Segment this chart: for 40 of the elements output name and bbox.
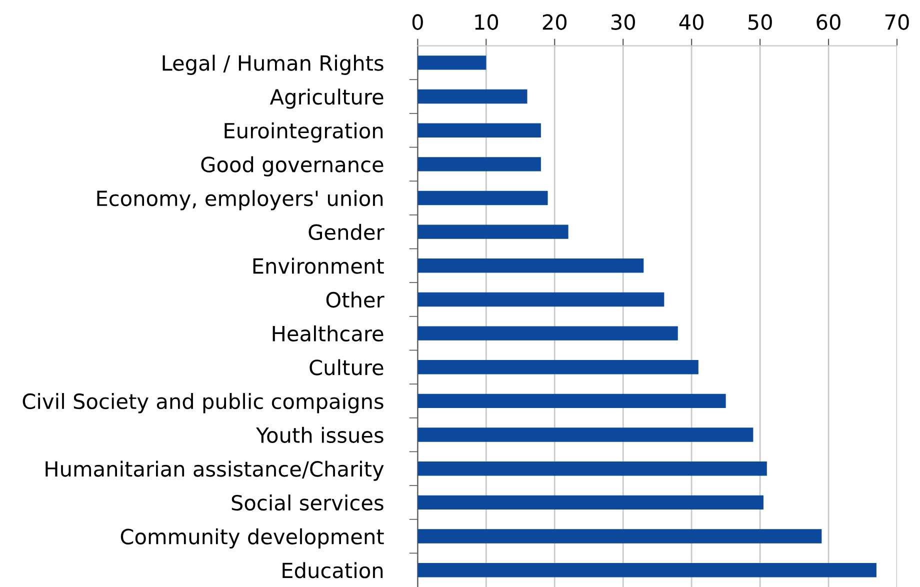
bar <box>418 123 541 138</box>
y-tick-label: Legal / Human Rights <box>162 54 384 75</box>
bar <box>418 292 664 307</box>
bar <box>418 190 548 206</box>
y-tick-label: Youth issues <box>256 426 384 443</box>
bar <box>418 360 698 374</box>
y-tick-label: Other <box>326 292 384 308</box>
bar <box>418 462 767 476</box>
y-tick-label: Education <box>282 562 383 578</box>
bar <box>418 56 486 70</box>
bar <box>418 157 541 172</box>
x-tick-label: 70 <box>885 14 909 30</box>
bar <box>418 224 568 239</box>
y-tick-label: Healthcare <box>272 325 384 342</box>
x-tick-label: 0 <box>412 14 423 30</box>
y-tick-label: Social services <box>232 494 384 511</box>
y-tick-label: Gender <box>308 224 384 240</box>
y-tick-label: Eurointegration <box>224 122 383 143</box>
x-tick-label: 20 <box>542 14 566 30</box>
y-tick-label: Environment <box>253 258 384 274</box>
y-tick-label: Community development <box>120 528 384 549</box>
bar <box>418 89 528 104</box>
y-tick-label: Agriculture <box>270 88 384 109</box>
bar <box>418 495 764 510</box>
bar <box>418 258 644 273</box>
bar <box>418 428 754 442</box>
y-tick-label: Humanitarian assistance/Charity <box>46 460 384 481</box>
bar <box>418 326 678 340</box>
x-tick-label: 50 <box>748 14 772 30</box>
x-tick-label: 30 <box>611 14 635 30</box>
x-tick-label: 10 <box>475 14 498 30</box>
y-tick-label: Civil Society and public compaigns <box>22 393 384 414</box>
y-tick-label: Economy, employers' union <box>97 190 383 210</box>
y-tick-label: Culture <box>310 359 384 376</box>
bar <box>418 394 726 408</box>
bar <box>418 562 876 578</box>
x-tick-label: 60 <box>816 14 840 30</box>
bar <box>418 529 822 544</box>
x-tick-label: 40 <box>679 14 704 30</box>
y-tick-label: Good governance <box>201 156 384 176</box>
